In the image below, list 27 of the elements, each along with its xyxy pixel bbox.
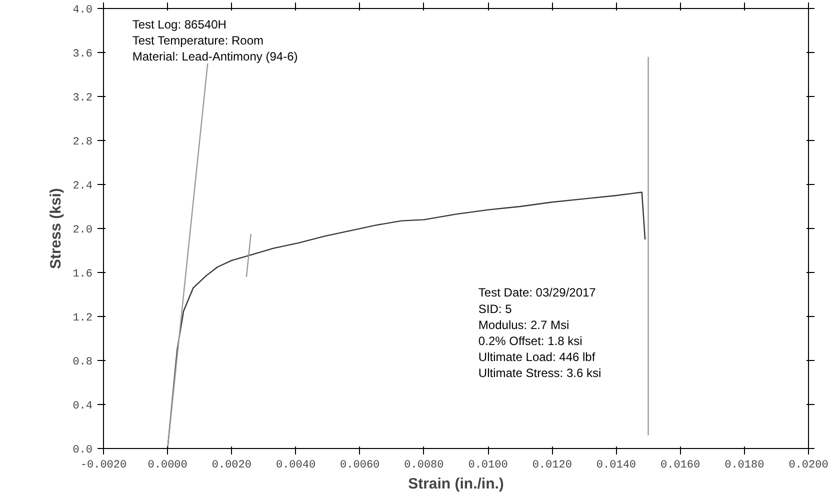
y-tick-label: 3.2 xyxy=(72,92,93,104)
y-tick-label: 3.6 xyxy=(72,48,93,60)
x-tick-label: 0.0080 xyxy=(404,460,444,472)
x-tick-label: -0.0020 xyxy=(80,460,127,472)
y-tick-label: 0.8 xyxy=(72,356,93,368)
x-tick-label: 0.0000 xyxy=(148,460,188,472)
x-tick-label: 0.0140 xyxy=(596,460,636,472)
y-tick-label: 1.2 xyxy=(72,312,93,324)
y-tick-label: 2.4 xyxy=(72,180,93,192)
y-tick-label: 0.4 xyxy=(72,400,93,412)
x-tick-label: 0.0020 xyxy=(212,460,252,472)
annotation: Test Log: 86540H Test Temperature: Room Material: Lead-Antimony (94-6) xyxy=(132,17,298,64)
x-tick-label: 0.0160 xyxy=(660,460,700,472)
annotation: Test Date: 03/29/2017 SID: 5 Modulus: 2.7 Msi 0.2% Offset: 1.8 ksi Ultimate Load: 446 lbf Ultimate Stress: 3.6 ksi xyxy=(478,286,602,380)
y-tick-label: 0.0 xyxy=(72,444,93,456)
y-tick-label: 2.0 xyxy=(72,224,93,236)
x-axis-title: Strain (in./in.) xyxy=(408,476,504,492)
y-tick-label: 4.0 xyxy=(72,4,93,16)
y-tick-label: 1.6 xyxy=(72,268,93,280)
x-tick-label: 0.0060 xyxy=(340,460,380,472)
x-tick-label: 0.0120 xyxy=(532,460,572,472)
x-tick-label: 0.0100 xyxy=(468,460,508,472)
x-tick-label: 0.0180 xyxy=(724,460,764,472)
x-tick-label: 0.0040 xyxy=(276,460,316,472)
y-axis-title: Stress (ksi) xyxy=(48,188,65,269)
x-tick-label: 0.0200 xyxy=(788,460,828,472)
y-tick-label: 2.8 xyxy=(72,136,93,148)
